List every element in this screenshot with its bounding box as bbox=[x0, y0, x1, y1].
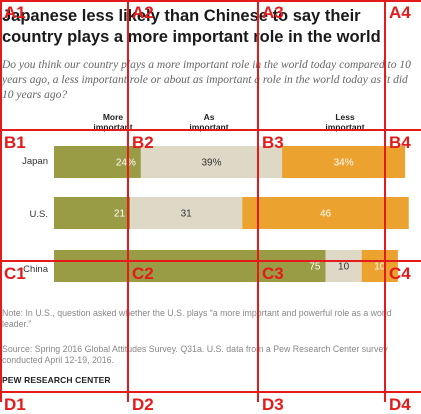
column-header-as: As important bbox=[189, 112, 229, 132]
chart-note: Note: In U.S., question asked whether th… bbox=[2, 308, 392, 329]
chart-source: Source: Spring 2016 Global Attitudes Sur… bbox=[2, 344, 388, 365]
grid-horizontal-line bbox=[0, 260, 421, 262]
bar-us-less bbox=[242, 197, 409, 229]
bar-label-us-as: 31 bbox=[181, 209, 193, 220]
chart-subtitle: Do you think our country plays a more im… bbox=[2, 59, 411, 101]
grid-cell-label: A4 bbox=[389, 3, 411, 22]
column-header-more: More important bbox=[93, 112, 133, 132]
grid-cell-label: D3 bbox=[262, 395, 284, 414]
grid-horizontal-line bbox=[0, 391, 421, 393]
grid-vertical-line bbox=[384, 0, 386, 402]
bar-label-us-less: 46 bbox=[320, 209, 332, 220]
grid-cell-label: D1 bbox=[4, 395, 26, 414]
row-label-us: U.S. bbox=[29, 209, 48, 220]
bar-label-japan-as: 39% bbox=[201, 158, 221, 169]
grid-horizontal-line bbox=[0, 129, 421, 131]
grid-cell-label: C3 bbox=[262, 264, 284, 283]
bar-label-china-more: 75 bbox=[309, 262, 321, 273]
grid-vertical-line bbox=[257, 0, 259, 402]
grid-cell-label: C4 bbox=[389, 264, 411, 283]
bar-label-japan-less: 34% bbox=[334, 158, 354, 169]
grid-cell-label: D4 bbox=[389, 395, 411, 414]
grid-cell-label: B4 bbox=[389, 133, 411, 152]
stacked-bar-chart: 24% 39% 34% 21 31 46 75 10 10 bbox=[54, 146, 409, 282]
bar-china-as bbox=[325, 250, 362, 282]
grid-vertical-line bbox=[127, 0, 129, 402]
grid-cell-label: C1 bbox=[4, 264, 26, 283]
bar-label-japan-more: 24% bbox=[116, 158, 136, 169]
chart-title: Japanese less likely than Chinese to say… bbox=[2, 7, 381, 46]
grid-cell-label: B1 bbox=[4, 133, 26, 152]
grid-horizontal-line bbox=[0, 0, 421, 2]
bar-china-less bbox=[361, 250, 398, 282]
grid-cell-label: A3 bbox=[262, 3, 284, 22]
grid-cell-label: C2 bbox=[132, 264, 154, 283]
bar-china-more bbox=[54, 250, 326, 282]
column-header-less: Less important bbox=[325, 112, 365, 132]
grid-vertical-line bbox=[0, 0, 2, 402]
bar-us-more bbox=[54, 197, 131, 229]
grid-cell-label: B2 bbox=[132, 133, 154, 152]
brand-label: PEW RESEARCH CENTER bbox=[2, 375, 111, 385]
bar-label-us-more: 21 bbox=[114, 209, 126, 220]
row-label-japan: Japan bbox=[22, 156, 48, 167]
bar-label-china-as: 10 bbox=[338, 262, 350, 273]
bar-label-china-less: 10 bbox=[374, 262, 386, 273]
grid-cell-label: D2 bbox=[132, 395, 154, 414]
row-label-china: China bbox=[23, 264, 48, 275]
grid-cell-label: A2 bbox=[132, 3, 154, 22]
grid-cell-label: B3 bbox=[262, 133, 284, 152]
bar-japan-more bbox=[54, 146, 141, 178]
grid-cell-label: A1 bbox=[4, 3, 26, 22]
bar-us-as bbox=[130, 197, 243, 229]
